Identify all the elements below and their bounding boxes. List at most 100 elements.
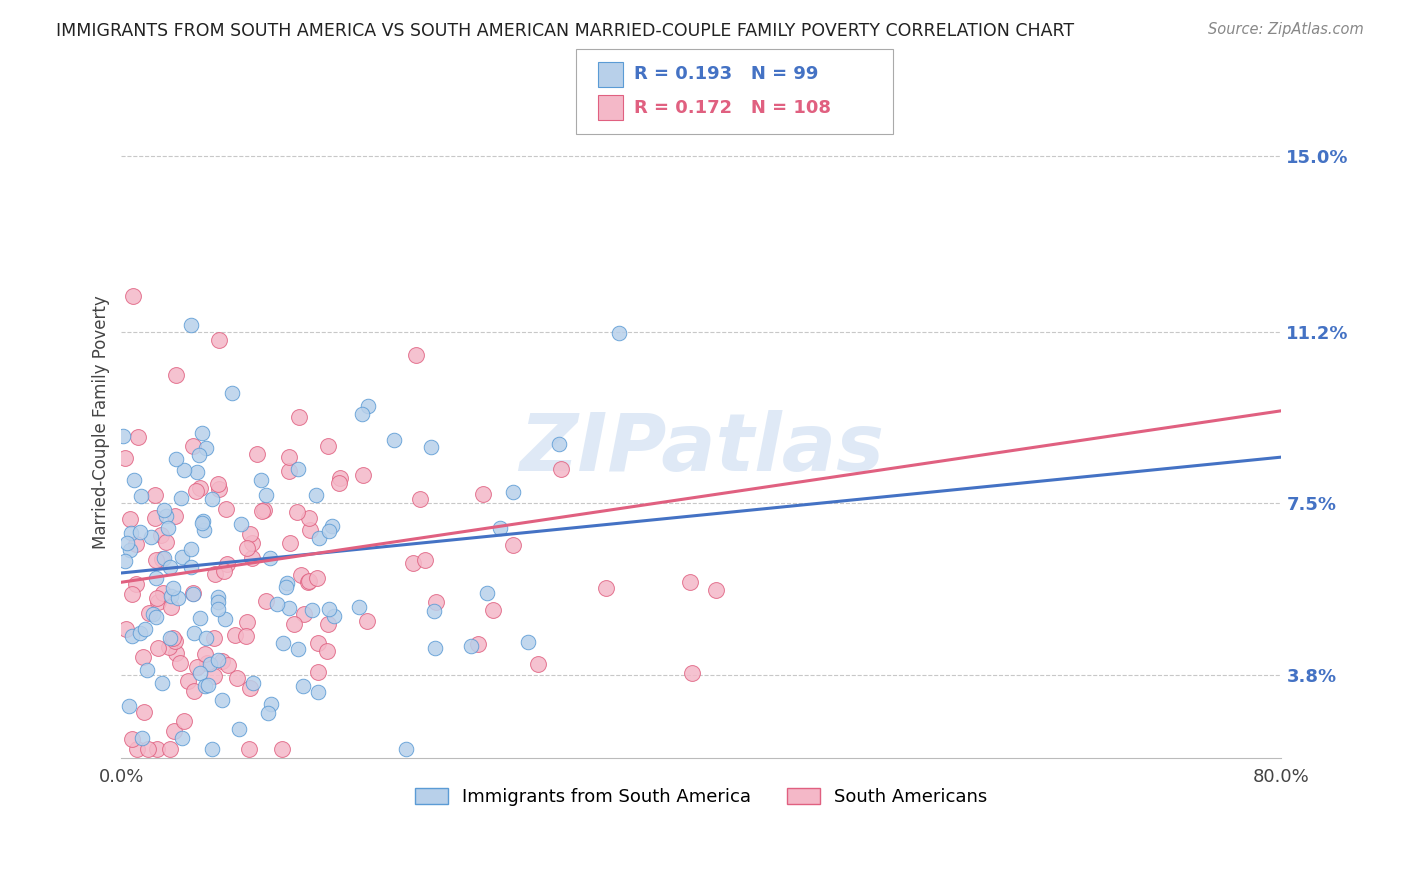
- Point: [419, 441, 441, 455]
- Point: [128, 525, 150, 540]
- Point: [159, 560, 181, 574]
- Point: [211, 693, 233, 707]
- Point: [194, 648, 217, 662]
- Point: [298, 510, 321, 524]
- Point: [186, 660, 208, 674]
- Point: [318, 602, 340, 616]
- Point: [307, 665, 329, 679]
- Point: [120, 526, 142, 541]
- Point: [169, 656, 191, 670]
- Point: [280, 536, 302, 550]
- Point: [125, 577, 148, 591]
- Point: [194, 679, 217, 693]
- Point: [162, 632, 184, 646]
- Point: [173, 714, 195, 729]
- Point: [276, 581, 298, 595]
- Point: [165, 452, 187, 467]
- Point: [173, 463, 195, 477]
- Point: [527, 657, 550, 672]
- Point: [188, 611, 211, 625]
- Point: [550, 462, 572, 476]
- Point: [170, 491, 193, 505]
- Point: [242, 676, 264, 690]
- Point: [162, 724, 184, 739]
- Point: [460, 639, 482, 653]
- Point: [191, 516, 214, 530]
- Point: [278, 450, 301, 465]
- Point: [195, 441, 218, 455]
- Point: [352, 468, 374, 483]
- Point: [595, 581, 617, 595]
- Point: [316, 617, 339, 632]
- Point: [145, 511, 167, 525]
- Point: [125, 537, 148, 551]
- Point: [181, 439, 204, 453]
- Point: [155, 508, 177, 523]
- Text: Source: ZipAtlas.com: Source: ZipAtlas.com: [1208, 22, 1364, 37]
- Point: [215, 501, 238, 516]
- Point: [191, 514, 214, 528]
- Point: [502, 538, 524, 552]
- Point: [150, 528, 173, 542]
- Point: [423, 604, 446, 618]
- Point: [266, 597, 288, 611]
- Point: [180, 318, 202, 332]
- Point: [180, 541, 202, 556]
- Point: [183, 625, 205, 640]
- Point: [193, 523, 215, 537]
- Text: R = 0.172   N = 108: R = 0.172 N = 108: [634, 99, 831, 117]
- Point: [254, 594, 277, 608]
- Point: [316, 439, 339, 453]
- Point: [408, 492, 430, 507]
- Point: [167, 591, 190, 605]
- Point: [183, 684, 205, 698]
- Point: [176, 673, 198, 688]
- Point: [276, 576, 298, 591]
- Point: [141, 530, 163, 544]
- Point: [142, 607, 165, 622]
- Point: [163, 508, 186, 523]
- Point: [240, 535, 263, 549]
- Point: [471, 487, 494, 501]
- Point: [155, 534, 177, 549]
- Point: [308, 531, 330, 545]
- Point: [307, 636, 329, 650]
- Point: [277, 464, 299, 478]
- Point: [257, 706, 280, 720]
- Point: [283, 617, 305, 632]
- Point: [152, 551, 174, 566]
- Point: [136, 742, 159, 756]
- Point: [111, 428, 134, 442]
- Point: [253, 502, 276, 516]
- Point: [516, 634, 538, 648]
- Point: [231, 516, 253, 531]
- Point: [301, 603, 323, 617]
- Point: [202, 631, 225, 645]
- Point: [188, 666, 211, 681]
- Point: [704, 583, 727, 598]
- Point: [259, 551, 281, 566]
- Point: [181, 587, 204, 601]
- Point: [117, 698, 139, 713]
- Point: [678, 575, 700, 590]
- Point: [329, 471, 352, 485]
- Point: [467, 637, 489, 651]
- Point: [323, 609, 346, 624]
- Point: [188, 482, 211, 496]
- Point: [236, 615, 259, 629]
- Point: [115, 622, 138, 636]
- Point: [239, 681, 262, 696]
- Point: [405, 348, 427, 362]
- Point: [395, 742, 418, 756]
- Point: [287, 505, 309, 519]
- Point: [172, 550, 194, 565]
- Point: [125, 742, 148, 756]
- Point: [288, 409, 311, 424]
- Point: [356, 399, 378, 413]
- Point: [145, 609, 167, 624]
- Point: [278, 601, 301, 615]
- Point: [146, 641, 169, 656]
- Point: [159, 589, 181, 603]
- Point: [271, 636, 294, 650]
- Point: [194, 631, 217, 645]
